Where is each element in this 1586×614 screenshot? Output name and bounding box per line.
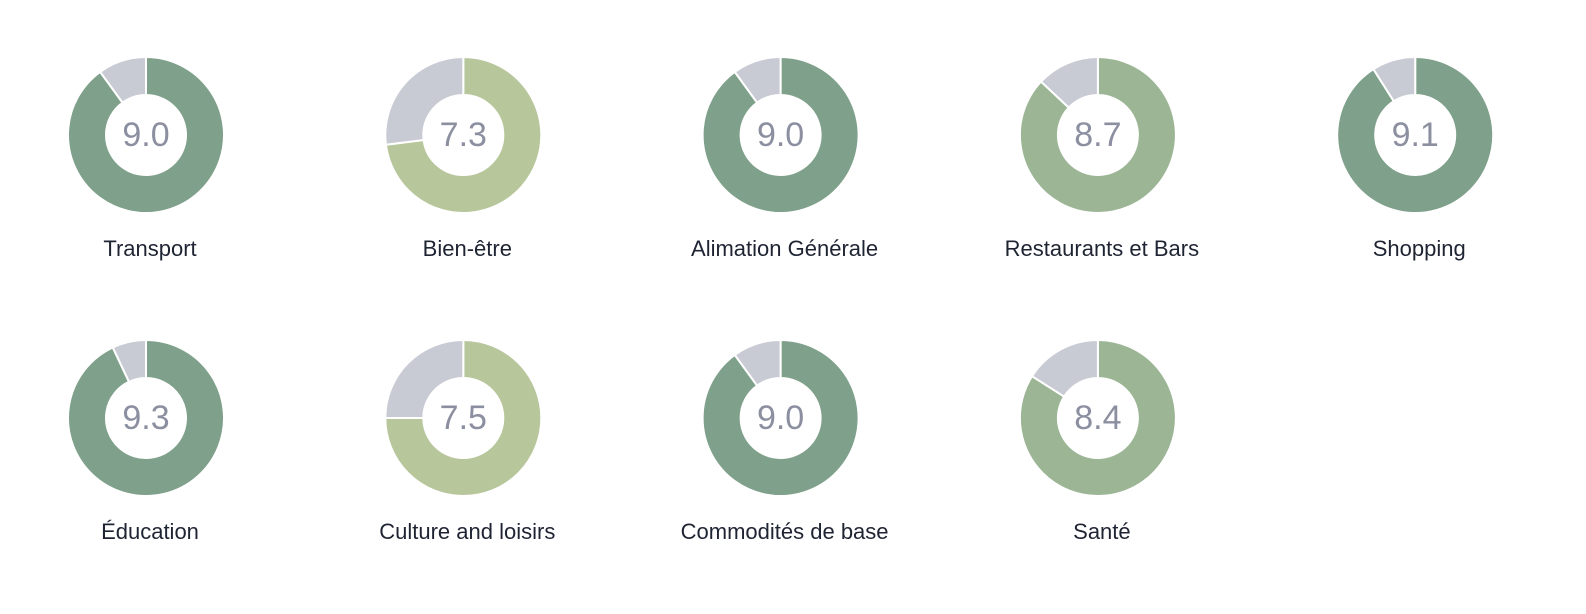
score-value: 9.0 bbox=[757, 116, 804, 154]
rest-arc bbox=[384, 338, 465, 419]
rest-arc bbox=[384, 55, 465, 146]
category-label: Shopping bbox=[1373, 236, 1466, 261]
rest-arc bbox=[1030, 338, 1099, 398]
score-arc bbox=[384, 338, 543, 497]
score-value: 9.0 bbox=[757, 399, 804, 437]
score-arc bbox=[66, 338, 225, 497]
category-label: Transport bbox=[103, 236, 196, 261]
score-value: 9.3 bbox=[122, 399, 169, 437]
rest-arc bbox=[111, 338, 147, 384]
score-arc bbox=[1336, 55, 1495, 214]
score-value: 7.5 bbox=[440, 399, 487, 437]
category-label: Santé bbox=[1073, 519, 1131, 544]
score-arc bbox=[701, 338, 860, 497]
rest-arc bbox=[733, 338, 782, 388]
category-label: Commodités de base bbox=[681, 519, 889, 544]
score-arc bbox=[701, 55, 860, 214]
category-label: Éducation bbox=[101, 519, 199, 544]
rest-arc bbox=[1372, 55, 1417, 103]
score-value: 9.0 bbox=[122, 116, 169, 154]
score-arc bbox=[1018, 55, 1177, 214]
score-arc bbox=[1018, 338, 1177, 497]
category-label: Bien-être bbox=[423, 236, 512, 261]
category-label: Restaurants et Bars bbox=[1005, 236, 1199, 261]
score-value: 9.1 bbox=[1392, 116, 1439, 154]
score-value: 8.7 bbox=[1074, 116, 1121, 154]
rest-arc bbox=[98, 55, 147, 105]
score-value: 7.3 bbox=[440, 116, 487, 154]
score-value: 8.4 bbox=[1074, 399, 1121, 437]
score-arc bbox=[67, 55, 225, 214]
rest-arc bbox=[733, 55, 782, 105]
rest-arc bbox=[1039, 55, 1099, 110]
category-label: Alimation Générale bbox=[691, 236, 878, 261]
category-label: Culture and loisirs bbox=[379, 519, 555, 544]
score-arc bbox=[384, 55, 543, 214]
